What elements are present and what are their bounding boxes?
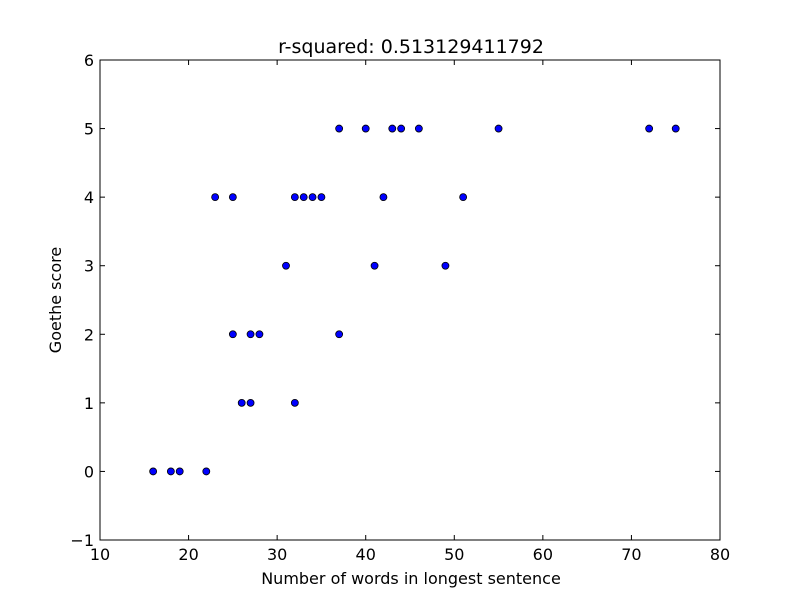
scatter-point — [299, 193, 308, 202]
y-tick-label: 6 — [84, 51, 94, 70]
y-axis-label: Goethe score — [46, 247, 65, 353]
plot-frame — [99, 59, 721, 541]
chart-title: r-squared: 0.513129411792 — [278, 36, 544, 58]
scatter-point — [246, 330, 255, 339]
scatter-point — [379, 193, 388, 202]
x-tick-label: 40 — [356, 545, 376, 564]
data-points — [149, 124, 680, 476]
y-tick-label: −1 — [70, 531, 94, 550]
x-tick-label: 20 — [178, 545, 198, 564]
scatter-point — [228, 193, 237, 202]
scatter-point — [494, 124, 503, 133]
scatter-point — [228, 330, 237, 339]
scatter-point — [397, 124, 406, 133]
scatter-point — [370, 261, 379, 270]
scatter-point — [414, 124, 423, 133]
scatter-point — [290, 193, 299, 202]
scatter-point — [335, 330, 344, 339]
scatter-point — [211, 193, 220, 202]
y-tick-label: 4 — [84, 188, 94, 207]
scatter-point — [335, 124, 344, 133]
scatter-point — [175, 467, 184, 476]
y-tick-label: 5 — [84, 120, 94, 139]
x-tick-label: 70 — [621, 545, 641, 564]
scatter-point — [361, 124, 370, 133]
x-axis-ticks: 10 20 30 40 50 60 70 80 — [90, 60, 730, 564]
x-tick-label: 10 — [90, 545, 110, 564]
scatter-point — [202, 467, 211, 476]
scatter-point — [149, 467, 158, 476]
y-tick-label: 0 — [84, 462, 94, 481]
scatter-point — [388, 124, 397, 133]
scatter-point — [166, 467, 175, 476]
x-axis-label: Number of words in longest sentence — [261, 569, 561, 588]
scatter-point — [255, 330, 264, 339]
scatter-point — [441, 261, 450, 270]
scatter-point — [282, 261, 290, 270]
scatter-point — [317, 193, 326, 202]
y-tick-label: 3 — [84, 257, 94, 276]
scatter-point — [645, 124, 654, 133]
y-tick-label: 1 — [84, 394, 94, 413]
x-tick-label: 60 — [533, 545, 553, 564]
scatter-point — [290, 398, 299, 407]
x-tick-label: 80 — [710, 545, 730, 564]
x-tick-label: 30 — [267, 545, 287, 564]
scatter-point — [459, 193, 468, 202]
scatter-point — [671, 124, 680, 133]
scatter-point — [237, 398, 246, 407]
y-tick-label: 2 — [84, 325, 94, 344]
x-tick-label: 50 — [444, 545, 464, 564]
y-axis-ticks: −1 0 1 2 3 4 5 6 — [70, 51, 720, 550]
scatter-point — [308, 193, 317, 202]
scatter-point — [246, 398, 255, 407]
